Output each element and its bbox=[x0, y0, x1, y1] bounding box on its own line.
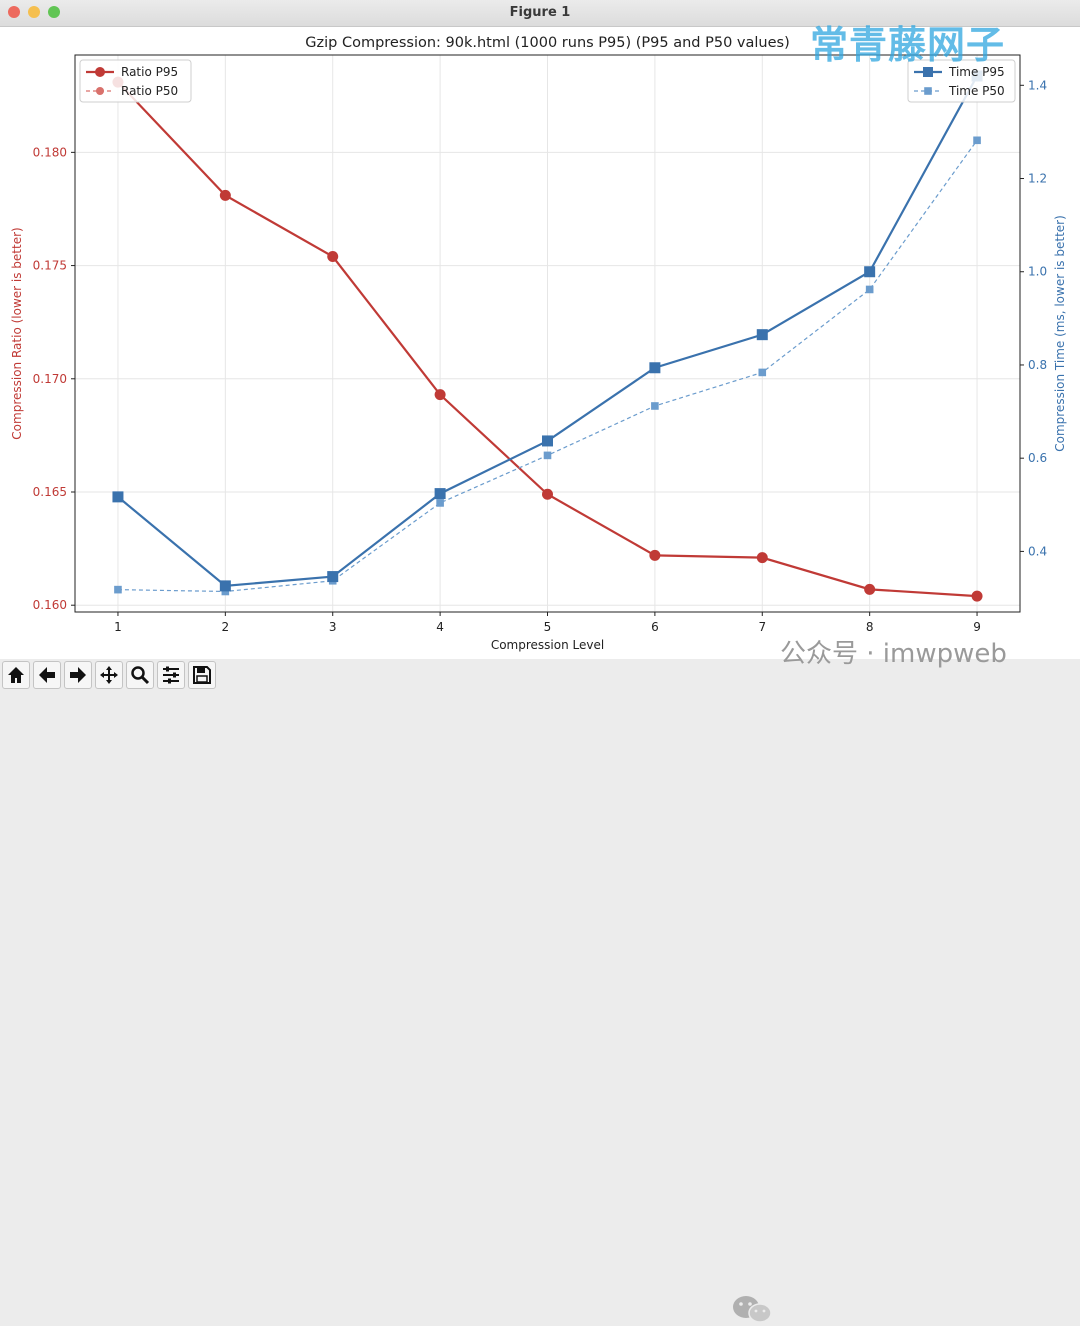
legend-marker bbox=[924, 87, 932, 95]
configure-subplots-button[interactable] bbox=[157, 661, 185, 689]
close-window-button[interactable] bbox=[8, 6, 20, 18]
y-right-tick-label: 0.8 bbox=[1028, 358, 1047, 372]
save-icon bbox=[193, 666, 211, 684]
data-point bbox=[327, 251, 339, 263]
x-tick-label: 2 bbox=[222, 620, 230, 634]
data-point bbox=[756, 552, 768, 564]
y-right-axis-label: Compression Time (ms, lower is better) bbox=[1053, 215, 1067, 452]
wechat-account-label: 公众号 · imwpweb bbox=[780, 639, 1007, 669]
data-point bbox=[758, 368, 767, 377]
home-button[interactable] bbox=[2, 661, 30, 689]
chart: 1 2 3 4 5 6 7 8 9 0.160 0.165 0.170 0.175 0.180 0.4 0.6… bbox=[10, 35, 1067, 652]
x-axis-label: Compression Level bbox=[491, 638, 604, 652]
legend: Ratio P95 Ratio P50 bbox=[79, 59, 192, 103]
data-point bbox=[973, 136, 981, 145]
data-point bbox=[756, 329, 768, 341]
window-titlebar: Figure 1 bbox=[0, 0, 1080, 27]
home-icon bbox=[8, 667, 24, 683]
series-ratio-p95 bbox=[112, 76, 983, 602]
x-tick-label: 1 bbox=[114, 620, 122, 634]
data-point bbox=[543, 451, 552, 460]
data-point bbox=[434, 389, 446, 401]
window-title: Figure 1 bbox=[509, 5, 571, 20]
x-tick-label: 8 bbox=[866, 620, 874, 634]
pan-button[interactable] bbox=[95, 661, 123, 689]
back-arrow-icon bbox=[39, 667, 55, 683]
legend-label: Time P95 bbox=[948, 65, 1005, 79]
series-time-p95 bbox=[112, 70, 983, 592]
watermark: 常青藤网子 bbox=[810, 23, 1006, 67]
back-button[interactable] bbox=[33, 661, 61, 689]
x-tick-label: 6 bbox=[651, 620, 659, 634]
y-left-tick-label: 0.165 bbox=[33, 485, 67, 499]
y-right-tick-label: 1.0 bbox=[1028, 265, 1047, 279]
legend-marker bbox=[96, 87, 104, 95]
data-point bbox=[434, 488, 446, 500]
data-point bbox=[864, 583, 876, 595]
zoom-icon bbox=[131, 666, 150, 685]
y-left-tick-label: 0.170 bbox=[33, 372, 67, 386]
data-point bbox=[864, 266, 876, 278]
legend-label: Ratio P95 bbox=[121, 65, 178, 79]
data-point bbox=[649, 362, 661, 374]
y-left-axis-label: Compression Ratio (lower is better) bbox=[10, 227, 24, 439]
data-point bbox=[219, 580, 231, 592]
data-point bbox=[436, 499, 444, 507]
data-point bbox=[651, 402, 659, 410]
x-tick-label: 9 bbox=[973, 620, 981, 634]
forward-arrow-icon bbox=[70, 667, 86, 683]
data-point bbox=[649, 549, 661, 561]
data-point bbox=[971, 590, 983, 602]
y-left-tick-label: 0.175 bbox=[33, 259, 67, 273]
legend-marker bbox=[923, 67, 933, 77]
zoom-button[interactable] bbox=[126, 661, 154, 689]
y-right-tick-label: 1.4 bbox=[1028, 78, 1047, 92]
y-left-tick-label: 0.180 bbox=[33, 145, 67, 159]
data-point bbox=[865, 285, 874, 294]
zoom-window-button[interactable] bbox=[48, 6, 60, 18]
chart-title: Gzip Compression: 90k.html (1000 runs P9… bbox=[305, 35, 789, 51]
wechat-icon bbox=[733, 1296, 772, 1323]
configure-subplots-icon bbox=[163, 666, 179, 684]
data-point bbox=[112, 491, 124, 503]
x-tick-label: 7 bbox=[758, 620, 766, 634]
series-time-p50 bbox=[114, 136, 981, 596]
x-tick-label: 5 bbox=[544, 620, 552, 634]
save-button[interactable] bbox=[188, 661, 216, 689]
legend-label: Time P50 bbox=[948, 84, 1005, 98]
y-left-tick-label: 0.160 bbox=[33, 598, 67, 612]
legend: Time P95 Time P50 bbox=[907, 59, 1016, 103]
legend-box bbox=[907, 59, 1016, 103]
y-right-tick-label: 1.2 bbox=[1028, 172, 1047, 186]
x-tick-label: 4 bbox=[436, 620, 444, 634]
figure-canvas: 1 2 3 4 5 6 7 8 9 0.160 0.165 0.170 0.175 0.180 0.4 0.6… bbox=[0, 27, 1080, 659]
y-right-tick-label: 0.4 bbox=[1028, 544, 1047, 558]
legend-label: Ratio P50 bbox=[121, 84, 178, 98]
x-tick-label: 3 bbox=[329, 620, 337, 634]
data-point bbox=[219, 189, 231, 201]
navigation-toolbar bbox=[0, 659, 1080, 1323]
minimize-window-button[interactable] bbox=[28, 6, 40, 18]
data-point bbox=[542, 488, 553, 500]
data-point bbox=[327, 571, 339, 583]
y-right-tick-label: 0.6 bbox=[1028, 451, 1047, 465]
legend-marker bbox=[95, 67, 105, 77]
pan-icon bbox=[100, 666, 118, 684]
forward-button[interactable] bbox=[64, 661, 92, 689]
data-point bbox=[542, 435, 553, 447]
data-point bbox=[221, 587, 230, 596]
data-point bbox=[114, 585, 122, 594]
